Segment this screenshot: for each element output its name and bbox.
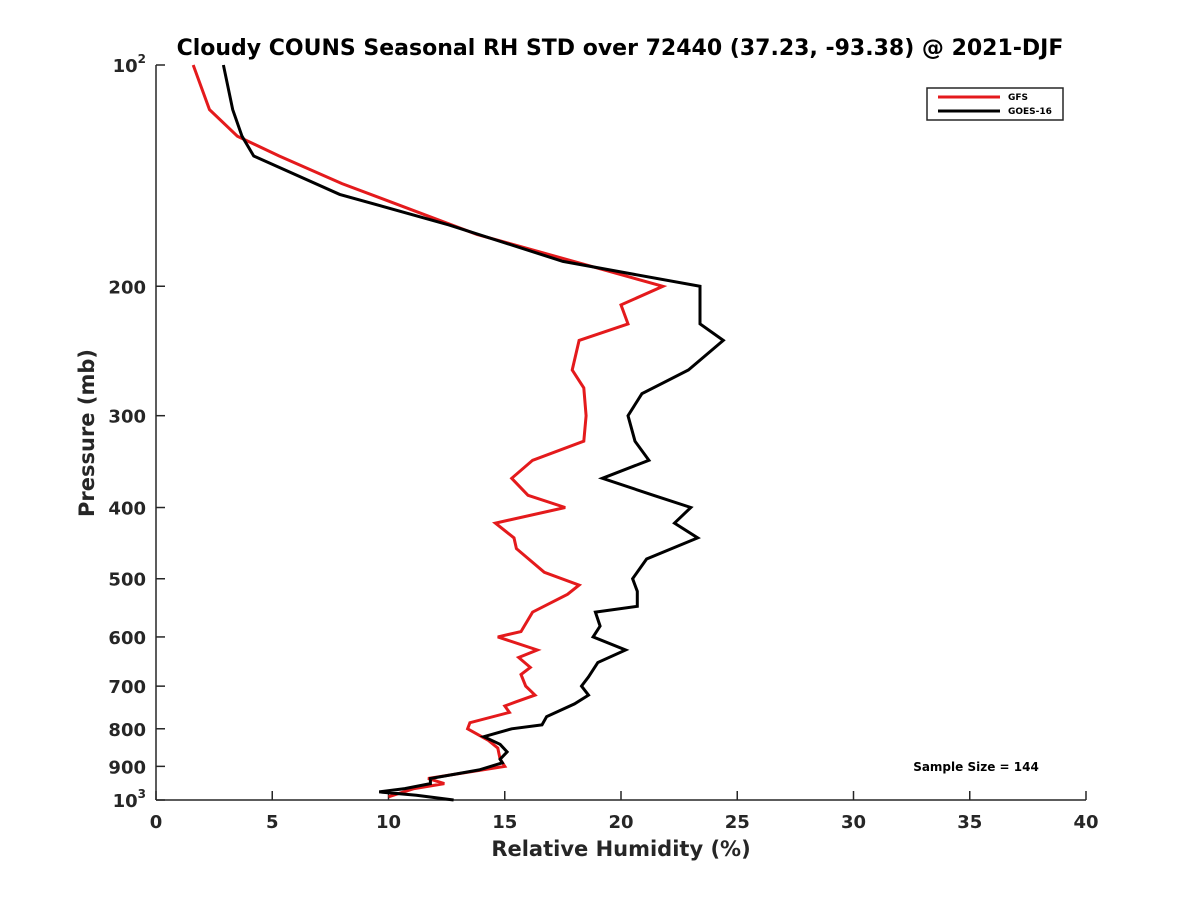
x-ticks: 0 5 10 15 20 25 30 35 40 (150, 791, 1099, 833)
x-tick-label-10: 10 (376, 812, 401, 833)
y-axis-label: Pressure (mb) (75, 349, 99, 517)
x-tick-label-5: 5 (266, 812, 279, 833)
x-tick-label-15: 15 (492, 812, 517, 833)
y-tick-label-200: 200 (108, 277, 146, 298)
y-tick-label-300: 300 (108, 407, 146, 428)
legend: GFS GOES-16 (926, 87, 1064, 121)
x-tick-label-35: 35 (957, 812, 982, 833)
x-axis-label: Relative Humidity (%) (491, 837, 750, 861)
y-ticks: 102 200 300 400 500 600 700 800 900 103 (108, 52, 165, 812)
y-tick-label-1000: 103 (113, 787, 146, 812)
y-tick-label-500: 500 (108, 570, 146, 591)
y-tick-label-400: 400 (108, 499, 146, 520)
chart-title: Cloudy COUNS Seasonal RH STD over 72440 … (177, 36, 1064, 61)
y-tick-label-100: 102 (113, 52, 146, 77)
series-lines (191, 64, 726, 802)
x-tick-label-25: 25 (725, 812, 750, 833)
y-tick-label-600: 600 (108, 628, 146, 649)
x-tick-label-20: 20 (608, 812, 633, 833)
sample-size-annotation: Sample Size = 144 (913, 760, 1039, 774)
x-tick-label-0: 0 (150, 812, 163, 833)
y-tick-label-800: 800 (108, 720, 146, 741)
legend-label-goes16: GOES-16 (1008, 107, 1052, 117)
y-tick-label-900: 900 (108, 757, 146, 778)
series-line-gfs (191, 64, 668, 799)
y-tick-label-700: 700 (108, 677, 146, 698)
legend-label-gfs: GFS (1008, 93, 1028, 103)
series-line-goes16 (221, 64, 726, 802)
x-tick-label-40: 40 (1073, 812, 1098, 833)
legend-box (926, 87, 1064, 121)
plot-area: 0 5 10 15 20 25 30 35 40 102 200 300 400 500 600 700 80… (108, 52, 1098, 833)
x-tick-label-30: 30 (841, 812, 866, 833)
